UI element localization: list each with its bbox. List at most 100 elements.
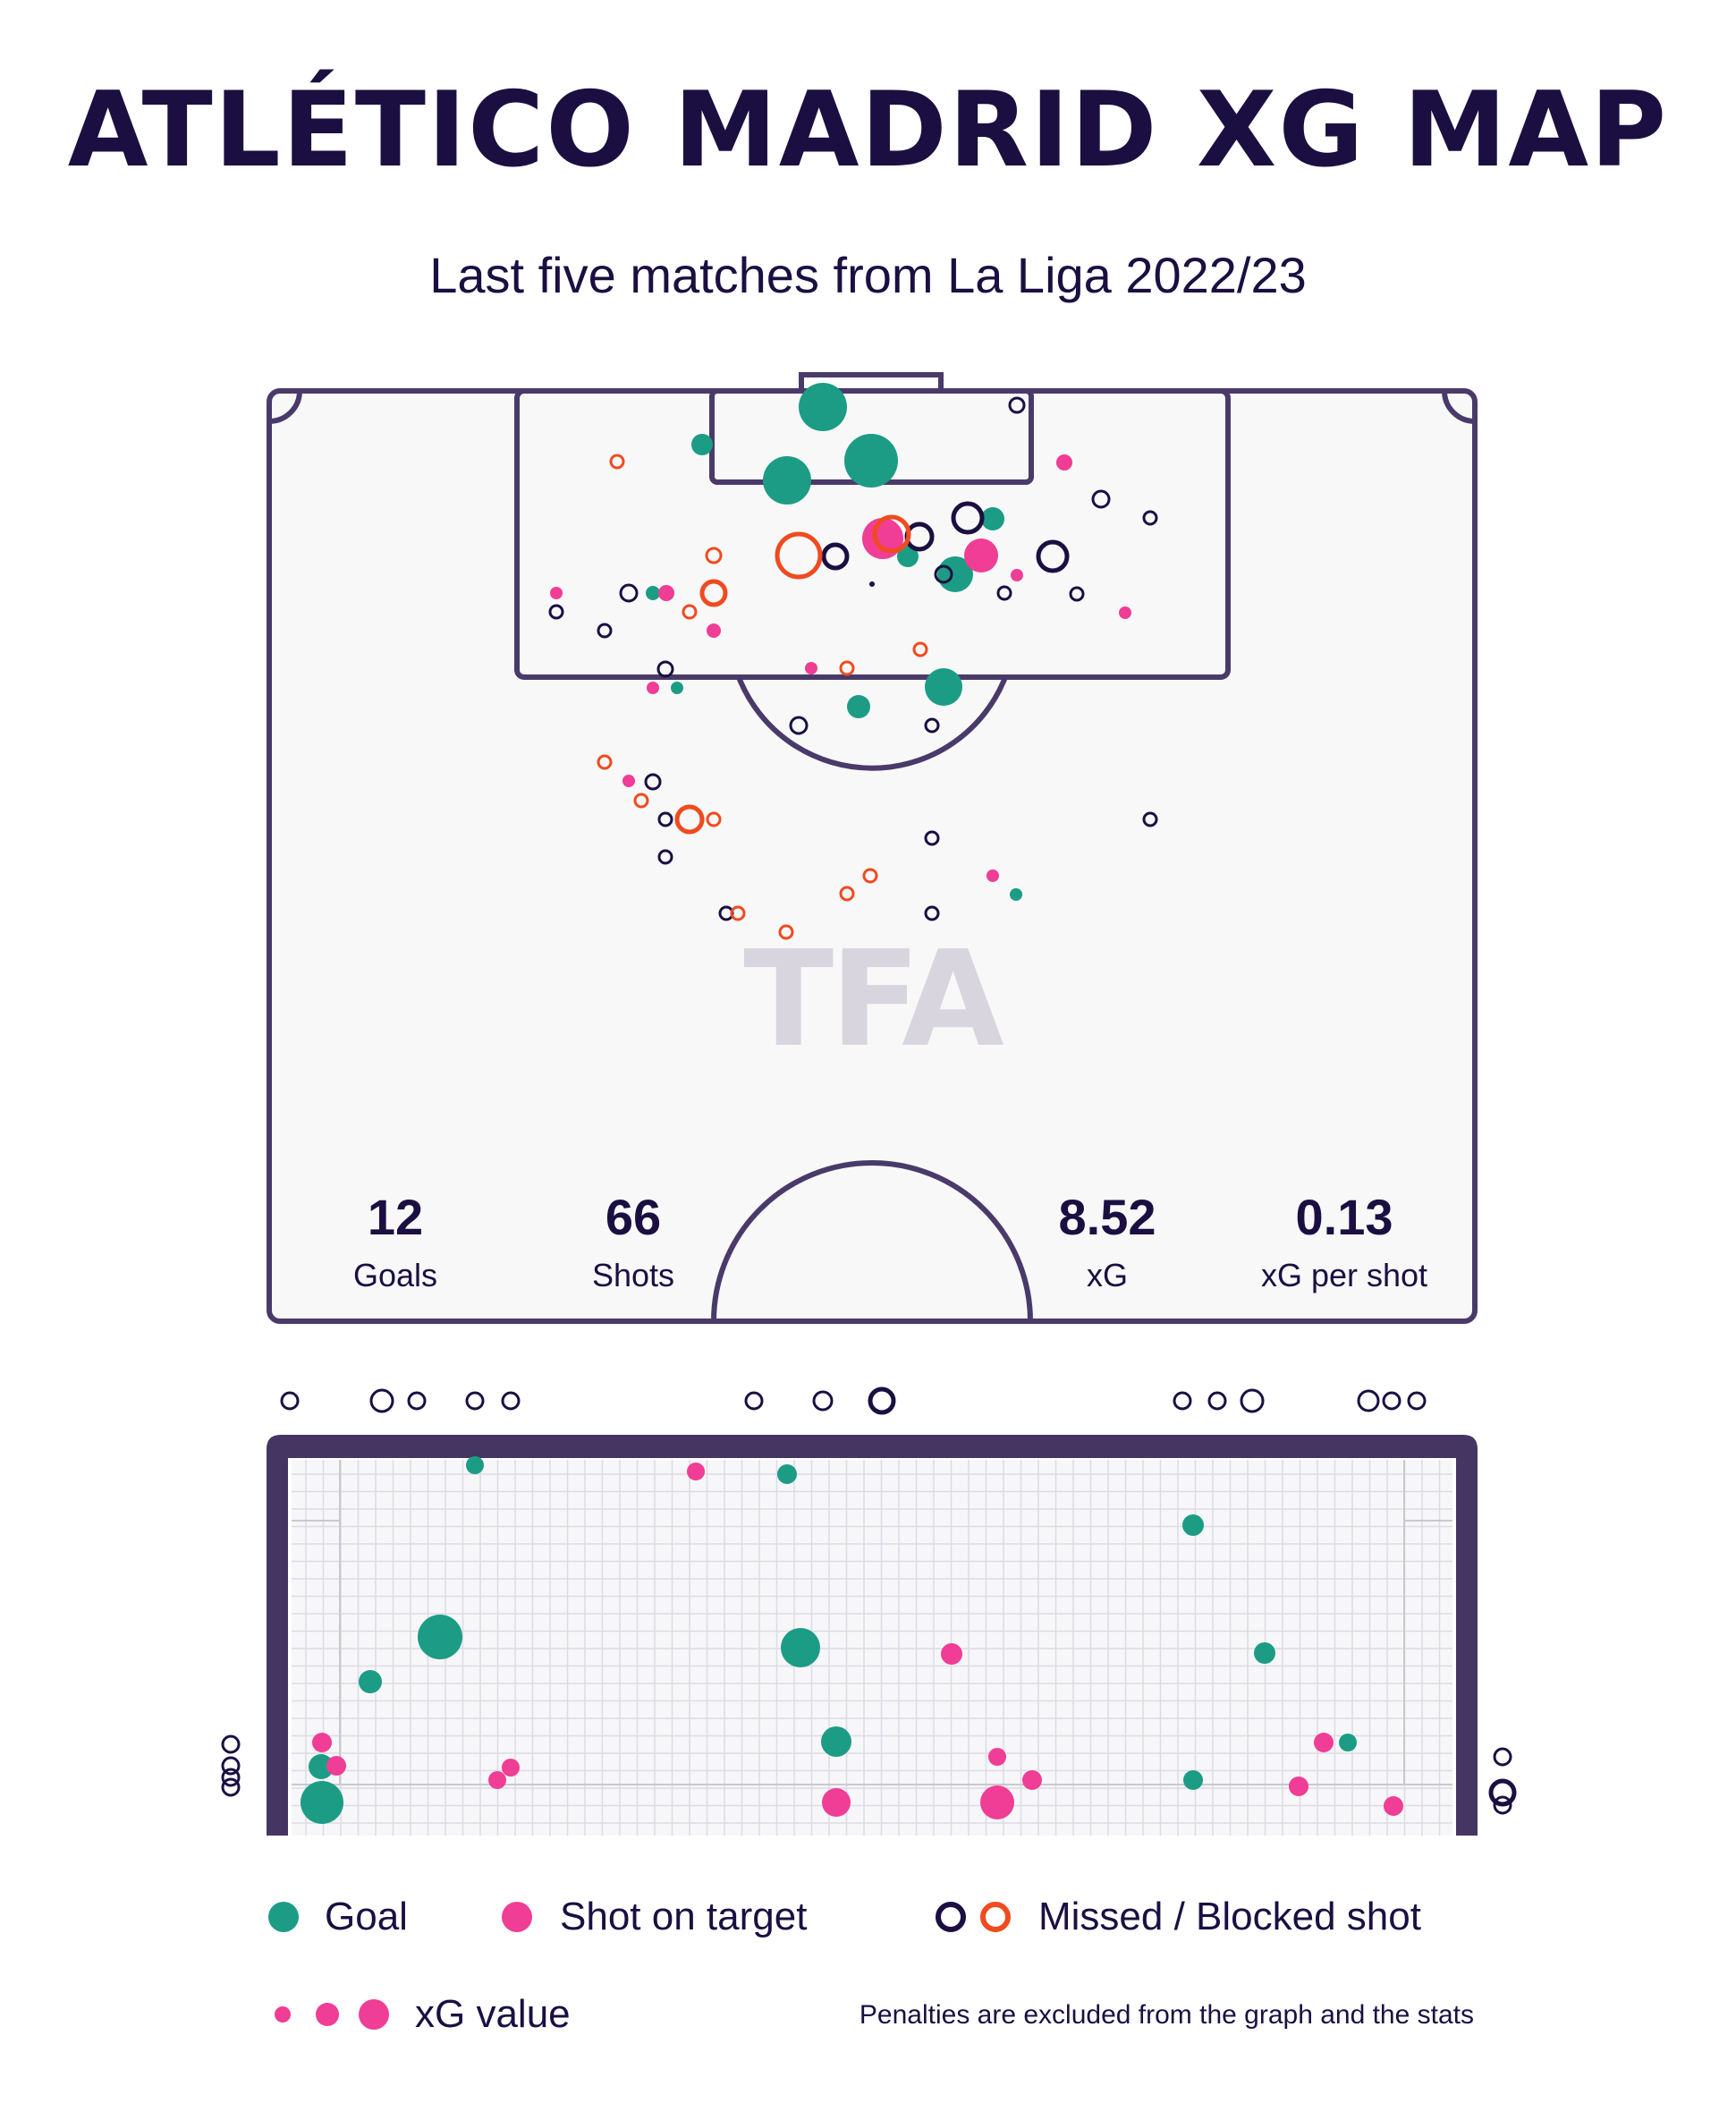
pitch-shots-blocked-marker bbox=[912, 641, 928, 657]
legend-missed-blocked-label: Missed / Blocked shot bbox=[1038, 1895, 1421, 1938]
pitch-shots-blocked-marker bbox=[862, 868, 878, 884]
goal-shots-goal-marker bbox=[781, 1628, 820, 1667]
pitch bbox=[267, 372, 1478, 1324]
pitch-shots-blocked-marker bbox=[839, 886, 855, 902]
goal-shots-missed-marker bbox=[1357, 1389, 1380, 1412]
pitch-shots-missed-marker bbox=[657, 849, 673, 865]
pitch-shots-goal-marker bbox=[799, 383, 847, 431]
pitch-shots-missed-marker bbox=[789, 716, 809, 735]
pitch-shots-missed-marker bbox=[644, 773, 662, 791]
stat-label-shots: Shots bbox=[592, 1257, 674, 1293]
pitch-shots-blocked-marker bbox=[778, 924, 794, 940]
pitch-shots-shot-on-target-marker bbox=[707, 623, 721, 638]
legend-xg-small bbox=[275, 2006, 291, 2022]
pitch-shots-shot-on-target-marker bbox=[622, 775, 635, 787]
goal-shots-goal-marker bbox=[359, 1670, 382, 1693]
penalty-note: Penalties are excluded from the graph an… bbox=[860, 2000, 1474, 2030]
pitch-shots-shot-on-target-marker bbox=[1056, 454, 1072, 471]
legend-missed-marker bbox=[936, 1902, 966, 1932]
pitch-shots-shot-on-target-marker bbox=[647, 682, 659, 694]
pitch-shots-missed-marker bbox=[924, 905, 940, 921]
goal-shots-shot-on-target-marker bbox=[502, 1759, 520, 1777]
goal-shots-goal-marker bbox=[1182, 1514, 1204, 1536]
legend-goal-label: Goal bbox=[325, 1895, 408, 1938]
goal-shots-missed-marker bbox=[868, 1386, 896, 1415]
stat-value-xg-per-shot: 0.13 bbox=[1296, 1189, 1393, 1245]
pitch-shots-missed-marker bbox=[1142, 811, 1158, 827]
goal-shots-shot-on-target-marker bbox=[1384, 1796, 1403, 1816]
corner-arc-right bbox=[1442, 390, 1476, 424]
pitch-shots-goal-marker bbox=[925, 668, 962, 706]
legend-on-target-label: Shot on target bbox=[560, 1895, 807, 1938]
pitch-shots-goal-marker bbox=[671, 682, 683, 694]
goal-shots-missed-marker bbox=[1173, 1391, 1192, 1411]
pitch-shots-goal-marker bbox=[897, 546, 919, 567]
goal-shots-goal-marker bbox=[301, 1781, 343, 1824]
pitch-shots-blocked-marker bbox=[633, 793, 649, 809]
centre-circle bbox=[711, 1160, 1033, 1322]
pitch-shots-shot-on-target-marker bbox=[805, 662, 817, 674]
pitch-shots bbox=[548, 383, 1158, 940]
pitch-shots-missed-marker bbox=[657, 811, 673, 827]
pitch-shots-missed-marker bbox=[619, 583, 639, 603]
pitch-shots-shot-on-target-marker bbox=[1011, 569, 1023, 581]
pitch-shots-missed-marker bbox=[996, 585, 1012, 601]
stat-value-goals: 12 bbox=[368, 1189, 423, 1245]
goal-shots-shot-on-target-marker bbox=[941, 1643, 962, 1665]
pitch-shots-missed-marker bbox=[548, 604, 564, 620]
pitch-shots-blocked-marker bbox=[699, 579, 728, 607]
pitch-shots-missed-marker bbox=[924, 717, 940, 734]
goal-shots bbox=[221, 1386, 1517, 1824]
pitch-shots-goal-marker bbox=[844, 434, 898, 488]
goal-shots-shot-on-target-marker bbox=[1022, 1770, 1042, 1790]
pitch-shots-missed-marker bbox=[1091, 489, 1111, 509]
pitch-shots-blocked-marker bbox=[775, 531, 823, 580]
pitch-shots-missed-marker bbox=[1036, 539, 1070, 573]
penalty-arc bbox=[736, 675, 1008, 771]
goal-shots-missed-marker bbox=[812, 1390, 834, 1412]
pitch-shots-shot-on-target-marker bbox=[964, 538, 998, 572]
goal-shots-shot-on-target-marker bbox=[326, 1756, 346, 1776]
legend-xg-large bbox=[359, 1999, 389, 2030]
goal-shots-missed-marker bbox=[280, 1391, 300, 1411]
penalty-spot bbox=[869, 581, 875, 587]
goal-line-frame bbox=[799, 372, 944, 391]
pitch-shots-goal-marker bbox=[763, 456, 811, 505]
pitch-shots-shot-on-target-marker bbox=[987, 869, 999, 882]
pitch-shots-blocked-marker bbox=[730, 905, 746, 921]
stats-panel: 12 Goals 66 Shots 8.52 xG 0.13 xG per sh… bbox=[353, 1189, 1427, 1293]
goal-shots-shot-on-target-marker bbox=[1289, 1777, 1308, 1796]
pitch-shots-missed-marker bbox=[656, 660, 674, 678]
chart-title: ATLÉTICO MADRID XG MAP bbox=[67, 70, 1669, 191]
pitch-shots-missed-marker bbox=[821, 542, 850, 571]
pitch-shots-blocked-marker bbox=[872, 514, 911, 554]
goal-shots-missed-marker bbox=[1382, 1391, 1402, 1411]
pitch-shots-missed-marker bbox=[951, 501, 985, 535]
pitch-shots-goal-marker bbox=[1010, 888, 1022, 901]
pitch-shots-missed-marker bbox=[1142, 510, 1158, 526]
corner-arc-left bbox=[268, 390, 302, 424]
goal-shots-goal-marker bbox=[1183, 1770, 1203, 1790]
legend: Goal Shot on target Missed / Blocked sho… bbox=[268, 1895, 1474, 2036]
goal-net-back bbox=[292, 1460, 1452, 1836]
goal-shots-missed-marker bbox=[221, 1768, 241, 1787]
goal-shots-missed-marker bbox=[744, 1391, 764, 1411]
pitch-shots-missed-marker bbox=[924, 830, 940, 846]
goal-shots-missed-marker bbox=[1407, 1391, 1427, 1411]
pitch-shots-goal-marker bbox=[646, 586, 660, 600]
legend-on-target-marker bbox=[502, 1902, 532, 1932]
pitch-shots-missed-marker bbox=[1069, 586, 1085, 602]
pitch-shots-blocked-marker bbox=[609, 454, 625, 470]
goal-shots-missed-marker bbox=[1488, 1778, 1517, 1807]
goal-shots-goal-marker bbox=[1339, 1734, 1357, 1751]
pitch-shots-missed-marker bbox=[1008, 396, 1026, 414]
goal-shots-missed-marker bbox=[501, 1391, 521, 1411]
pitch-shots-shot-on-target-marker bbox=[1119, 606, 1131, 619]
stat-label-xg: xG bbox=[1087, 1257, 1128, 1293]
goal-shots-goal-marker bbox=[418, 1615, 462, 1659]
goal-shots-shot-on-target-marker bbox=[312, 1733, 332, 1752]
pitch-shots-shot-on-target-marker bbox=[862, 518, 903, 559]
goal-shots-goal-marker bbox=[1254, 1642, 1275, 1664]
legend-xg-medium bbox=[316, 2003, 339, 2026]
